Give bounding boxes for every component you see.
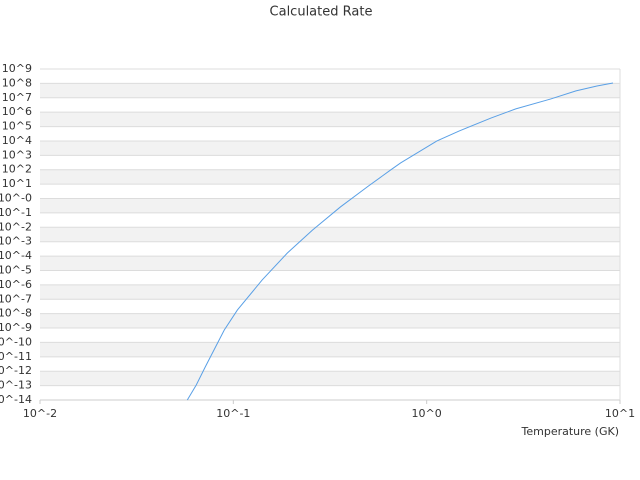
y-tick-label: 10^-12 — [0, 364, 32, 377]
grid-band — [40, 198, 620, 213]
grid-band — [40, 83, 620, 98]
grid-band — [40, 342, 620, 357]
chart-title: Calculated Rate — [270, 5, 373, 20]
y-tick-label: 10^-2 — [0, 220, 32, 233]
y-tick-label: 10^3 — [2, 148, 32, 161]
y-tick-label: 10^-7 — [0, 292, 32, 305]
y-tick-label: 10^-3 — [0, 235, 32, 248]
y-tick-label: 10^7 — [2, 91, 32, 104]
y-tick-label: 10^-10 — [0, 335, 32, 348]
y-tick-label: 10^-9 — [0, 321, 32, 334]
y-tick-label: 10^5 — [2, 120, 32, 133]
x-tick-label: 10^-1 — [216, 407, 250, 420]
y-tick-label: 10^-13 — [0, 379, 32, 392]
y-tick-label: 10^-4 — [0, 249, 32, 262]
y-tick-label: 10^-11 — [0, 350, 32, 363]
y-tick-label: 10^6 — [2, 105, 32, 118]
grid-band — [40, 284, 620, 300]
y-tick-label: 10^9 — [2, 62, 32, 75]
data-line — [186, 82, 614, 401]
grid-band — [40, 313, 620, 329]
y-tick-label: 10^4 — [2, 134, 32, 147]
y-tick-label: 10^2 — [2, 163, 32, 176]
grid-band — [40, 169, 620, 185]
y-tick-label: 10^-8 — [0, 307, 32, 320]
y-tick-label: 10^-1 — [0, 206, 32, 219]
grid-band — [40, 371, 620, 386]
y-tick-label: 10^-5 — [0, 263, 32, 276]
grid-band — [40, 112, 620, 127]
y-tick-label: 10^-0 — [0, 192, 32, 205]
y-tick-label: 10^8 — [2, 76, 32, 89]
x-tick-label: 10^1 — [605, 407, 635, 420]
x-tick-label: 10^0 — [412, 407, 442, 420]
x-tick-label: 10^-2 — [23, 407, 57, 420]
grid-band — [40, 140, 620, 156]
x-axis-label: Temperature (GK) — [521, 425, 620, 438]
grid-band — [40, 256, 620, 271]
y-tick-label: 10^-6 — [0, 278, 32, 291]
y-tick-label: 10^1 — [2, 177, 32, 190]
y-tick-label: 10^-14 — [0, 393, 32, 406]
grid-band — [40, 227, 620, 242]
